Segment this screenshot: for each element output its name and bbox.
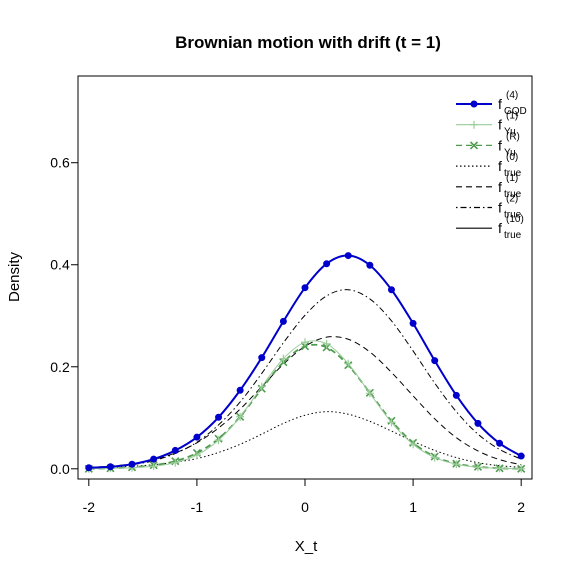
legend-superscript: (2) xyxy=(506,194,518,205)
plot-area xyxy=(84,252,526,473)
data-point xyxy=(171,446,179,454)
data-point xyxy=(85,464,93,472)
data-point xyxy=(496,439,504,447)
legend-item-7: f (10) true xyxy=(456,214,524,241)
legend-base: f xyxy=(498,96,502,112)
data-point xyxy=(452,460,461,469)
data-point xyxy=(430,453,439,462)
data-point xyxy=(474,419,482,427)
y-tick-label: 0.6 xyxy=(50,155,70,171)
legend-subscript: GQD xyxy=(504,106,527,117)
legend-superscript: (0) xyxy=(506,152,518,163)
legend-subscript: true xyxy=(504,210,522,221)
data-point xyxy=(301,284,309,292)
y-tick-label: 0.2 xyxy=(50,359,70,375)
data-point xyxy=(470,100,478,108)
data-point xyxy=(279,317,287,325)
x-tick-label: -1 xyxy=(191,499,204,515)
chart-title: Brownian motion with drift (t = 1) xyxy=(175,33,441,52)
legend-subscript: true xyxy=(504,168,522,179)
data-point xyxy=(322,339,331,348)
legend-item-1: f (4) GQD xyxy=(456,90,527,117)
data-point xyxy=(300,342,310,351)
legend-subscript: true xyxy=(504,189,522,200)
legend-base: f xyxy=(498,179,502,195)
data-point xyxy=(517,452,525,460)
data-point xyxy=(323,260,331,268)
data-point xyxy=(258,354,266,362)
legend-superscript: (4) xyxy=(506,90,518,101)
data-point xyxy=(387,286,395,294)
series-line-2 xyxy=(88,340,522,470)
legend: f(4)GQDf(1)Yuf(R)Yuf(0)truef(1)truef(2)t… xyxy=(456,90,527,241)
legend-item-5: f (1) true xyxy=(456,173,522,200)
series-line-6 xyxy=(88,289,522,469)
data-point xyxy=(150,455,158,463)
data-point xyxy=(387,418,396,427)
legend-superscript: (10) xyxy=(506,214,524,225)
legend-superscript: (R) xyxy=(506,131,520,142)
y-axis-label: Density xyxy=(6,251,23,302)
legend-superscript: (1) xyxy=(506,111,518,122)
data-point xyxy=(193,433,201,441)
x-tick-label: 1 xyxy=(409,499,417,515)
data-point xyxy=(344,252,352,260)
legend-subscript: Yu xyxy=(504,147,516,158)
x-tick-label: 0 xyxy=(301,499,309,515)
legend-base: f xyxy=(498,117,502,133)
data-point xyxy=(452,391,460,399)
data-point xyxy=(128,460,136,468)
y-tick-label: 0.0 xyxy=(50,461,70,477)
series-line-3 xyxy=(88,343,522,470)
data-point xyxy=(301,338,309,347)
data-point xyxy=(106,463,114,471)
legend-item-6: f (2) true xyxy=(456,194,522,221)
data-point xyxy=(473,463,482,472)
x-tick-label: -2 xyxy=(83,499,96,515)
legend-subscript: Yu xyxy=(504,127,516,138)
legend-base: f xyxy=(498,158,502,174)
legend-item-2: f (1) Yu xyxy=(456,111,518,138)
data-point xyxy=(366,261,374,269)
data-point xyxy=(215,413,223,421)
data-point xyxy=(214,436,223,445)
data-point xyxy=(517,464,526,473)
legend-subscript: true xyxy=(504,230,522,241)
x-tick-label: 2 xyxy=(517,499,525,515)
data-point xyxy=(236,386,244,394)
data-point xyxy=(236,412,245,421)
data-point xyxy=(431,357,439,365)
x-axis-label: X_t xyxy=(295,538,318,555)
legend-item-4: f (0) true xyxy=(456,152,522,179)
plot-frame xyxy=(77,75,533,480)
data-point xyxy=(409,440,418,449)
y-tick-label: 0.4 xyxy=(50,257,70,273)
data-point xyxy=(257,382,266,391)
data-point xyxy=(469,141,479,150)
legend-item-3: f (R) Yu xyxy=(456,131,520,158)
legend-base: f xyxy=(498,220,502,236)
data-point xyxy=(495,464,504,473)
y-axis: 0.0 0.2 0.4 0.6 xyxy=(50,155,79,477)
data-point xyxy=(279,354,288,363)
data-point xyxy=(149,462,158,471)
legend-base: f xyxy=(498,200,502,216)
series-line-5 xyxy=(88,336,522,468)
data-point xyxy=(344,359,353,368)
data-point xyxy=(192,451,201,460)
x-axis: -2 -1 0 1 2 xyxy=(83,478,525,515)
legend-base: f xyxy=(498,137,502,153)
series-line-4 xyxy=(88,411,522,469)
legend-superscript: (1) xyxy=(506,173,518,184)
data-point xyxy=(470,120,478,129)
data-point xyxy=(171,458,180,467)
data-point xyxy=(409,319,417,327)
data-point xyxy=(365,389,374,398)
